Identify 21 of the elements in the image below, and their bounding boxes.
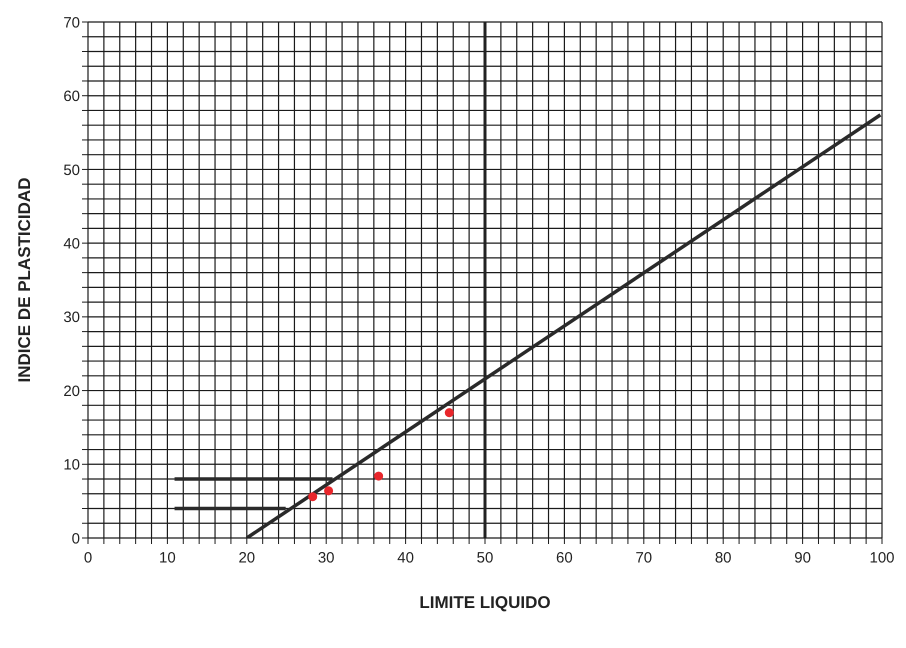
x-tick-label: 50: [476, 550, 494, 567]
y-tick-label: 30: [63, 309, 80, 326]
y-tick-label: 20: [63, 382, 80, 400]
y-tick-label: 10: [63, 456, 80, 474]
y-tick-label: 40: [63, 235, 80, 252]
x-tick-label: 30: [318, 550, 335, 567]
x-tick-label: 10: [159, 550, 176, 567]
y-tick-label: 50: [63, 162, 80, 179]
y-tick-label: 70: [63, 14, 80, 32]
y-tick-label: 60: [63, 88, 80, 106]
x-tick-label: 70: [635, 550, 652, 567]
x-tick-label: 0: [84, 550, 92, 567]
y-axis-title: INDICE DE PLASTICIDAD: [15, 178, 34, 382]
x-tick-label: 100: [869, 550, 895, 567]
x-tick-label: 20: [238, 550, 256, 567]
x-axis-title: LIMITE LIQUIDO: [419, 593, 551, 612]
x-tick-label: 60: [556, 550, 573, 567]
x-tick-label: 90: [794, 550, 811, 567]
y-tick-label: 0: [72, 530, 80, 548]
x-tick-label: 40: [397, 550, 414, 567]
x-tick-label: 80: [714, 550, 732, 567]
